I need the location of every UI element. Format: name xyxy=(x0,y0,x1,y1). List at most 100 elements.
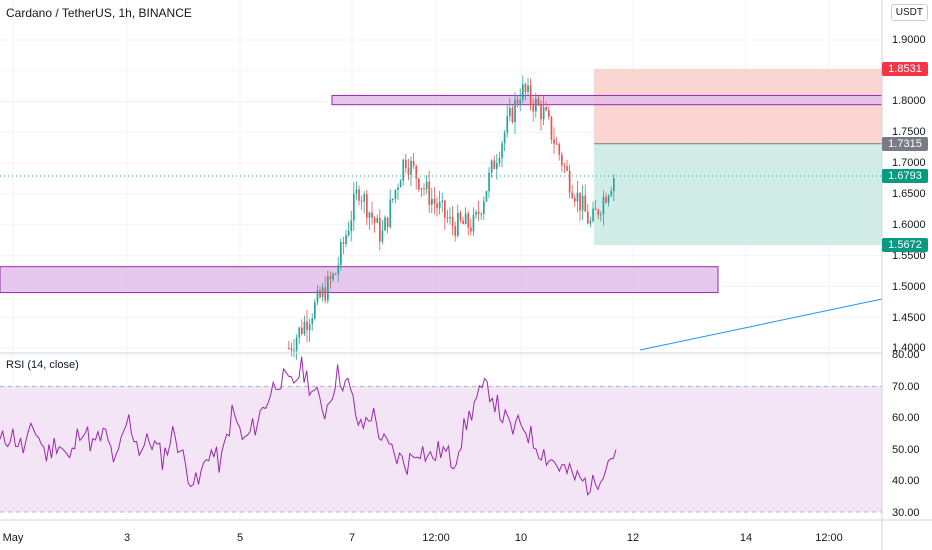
candle xyxy=(540,100,542,131)
candle xyxy=(293,339,295,358)
rsi-axis-label: 40.00 xyxy=(892,475,920,487)
candle xyxy=(587,204,589,225)
candle xyxy=(392,198,394,203)
last-price-tag: 1.6793 xyxy=(882,169,928,183)
candle xyxy=(545,101,548,112)
currency-label[interactable]: USDT xyxy=(890,4,928,21)
price-label: 1.5500 xyxy=(892,250,926,262)
candle xyxy=(503,130,506,152)
candle xyxy=(420,187,423,197)
candle xyxy=(594,199,597,210)
take-profit-zone[interactable] xyxy=(594,143,882,246)
candle xyxy=(381,219,384,245)
candle xyxy=(553,127,555,154)
candle xyxy=(438,190,441,215)
candle xyxy=(410,156,412,187)
candle xyxy=(428,170,431,213)
candle xyxy=(321,283,324,302)
candle xyxy=(563,162,566,174)
candle xyxy=(454,221,457,242)
time-label: 10 xyxy=(514,532,528,544)
candle xyxy=(384,215,386,232)
candle xyxy=(514,92,516,135)
price-label: 1.5000 xyxy=(892,281,926,293)
candle xyxy=(488,167,490,198)
candle xyxy=(571,184,574,200)
candle xyxy=(576,180,579,213)
candle xyxy=(579,192,581,221)
candle xyxy=(519,88,522,112)
candle xyxy=(311,313,314,332)
rsi-axis-label: 30.00 xyxy=(892,507,920,519)
candle xyxy=(498,151,501,167)
candle xyxy=(480,211,483,220)
rsi-axis-label: 80.00 xyxy=(892,349,920,361)
candle xyxy=(288,341,290,350)
candle xyxy=(457,204,459,238)
candle xyxy=(368,211,371,230)
time-label: 12 xyxy=(626,532,640,544)
rsi-axis-label: 70.00 xyxy=(892,381,920,393)
candle xyxy=(394,189,397,204)
candle xyxy=(301,319,303,336)
candle xyxy=(418,177,420,192)
candle xyxy=(483,196,485,221)
candle xyxy=(600,211,602,222)
candle xyxy=(342,236,345,255)
candle xyxy=(360,195,363,211)
candle xyxy=(470,218,472,236)
candle xyxy=(605,192,607,204)
stop-loss-price-tag: 1.8531 xyxy=(882,62,928,76)
candle xyxy=(493,155,496,170)
candle xyxy=(298,326,301,344)
candle xyxy=(316,285,319,306)
candle xyxy=(412,153,415,169)
candle xyxy=(363,190,366,214)
take-profit-price-tag: 1.5672 xyxy=(882,238,928,252)
candle xyxy=(386,217,389,234)
candle xyxy=(485,190,488,203)
candle xyxy=(415,164,418,190)
candle xyxy=(303,315,306,337)
candle xyxy=(423,183,425,196)
candle xyxy=(433,187,436,215)
candle xyxy=(613,174,615,202)
price-label: 1.6500 xyxy=(892,188,926,200)
candle xyxy=(522,75,524,104)
time-label: 7 xyxy=(348,532,356,544)
candle xyxy=(509,97,511,122)
candle xyxy=(558,142,561,161)
candle xyxy=(451,206,454,236)
candle xyxy=(501,140,503,168)
candle xyxy=(529,78,532,111)
entry-price-tag: 1.7315 xyxy=(882,137,928,151)
candle xyxy=(355,181,358,201)
candle xyxy=(332,272,334,282)
candle xyxy=(459,210,462,223)
time-label: 3 xyxy=(123,532,131,544)
candle xyxy=(537,94,540,107)
symbol-title[interactable]: Cardano / TetherUS, 1h, BINANCE xyxy=(6,6,192,20)
stop-loss-zone[interactable] xyxy=(594,68,882,144)
supply-zone-rectangle[interactable] xyxy=(331,94,883,106)
time-label: 12:00 xyxy=(422,532,450,544)
candle xyxy=(602,190,605,226)
demand-zone-rectangle[interactable] xyxy=(0,266,719,294)
candle xyxy=(592,201,594,223)
candle xyxy=(295,334,298,360)
candle xyxy=(327,270,329,304)
rsi-band-fill xyxy=(0,386,882,512)
candle xyxy=(535,92,537,119)
time-label: 12:00 xyxy=(815,532,843,544)
candle xyxy=(358,185,360,206)
candle xyxy=(319,286,321,300)
trend-line[interactable] xyxy=(639,298,883,351)
candle xyxy=(449,207,451,225)
rsi-line xyxy=(0,356,617,497)
time-label: 14 xyxy=(739,532,753,544)
candle xyxy=(399,178,402,188)
candle xyxy=(532,98,535,122)
rsi-title[interactable]: RSI (14, close) xyxy=(6,359,79,371)
candle xyxy=(490,159,493,178)
